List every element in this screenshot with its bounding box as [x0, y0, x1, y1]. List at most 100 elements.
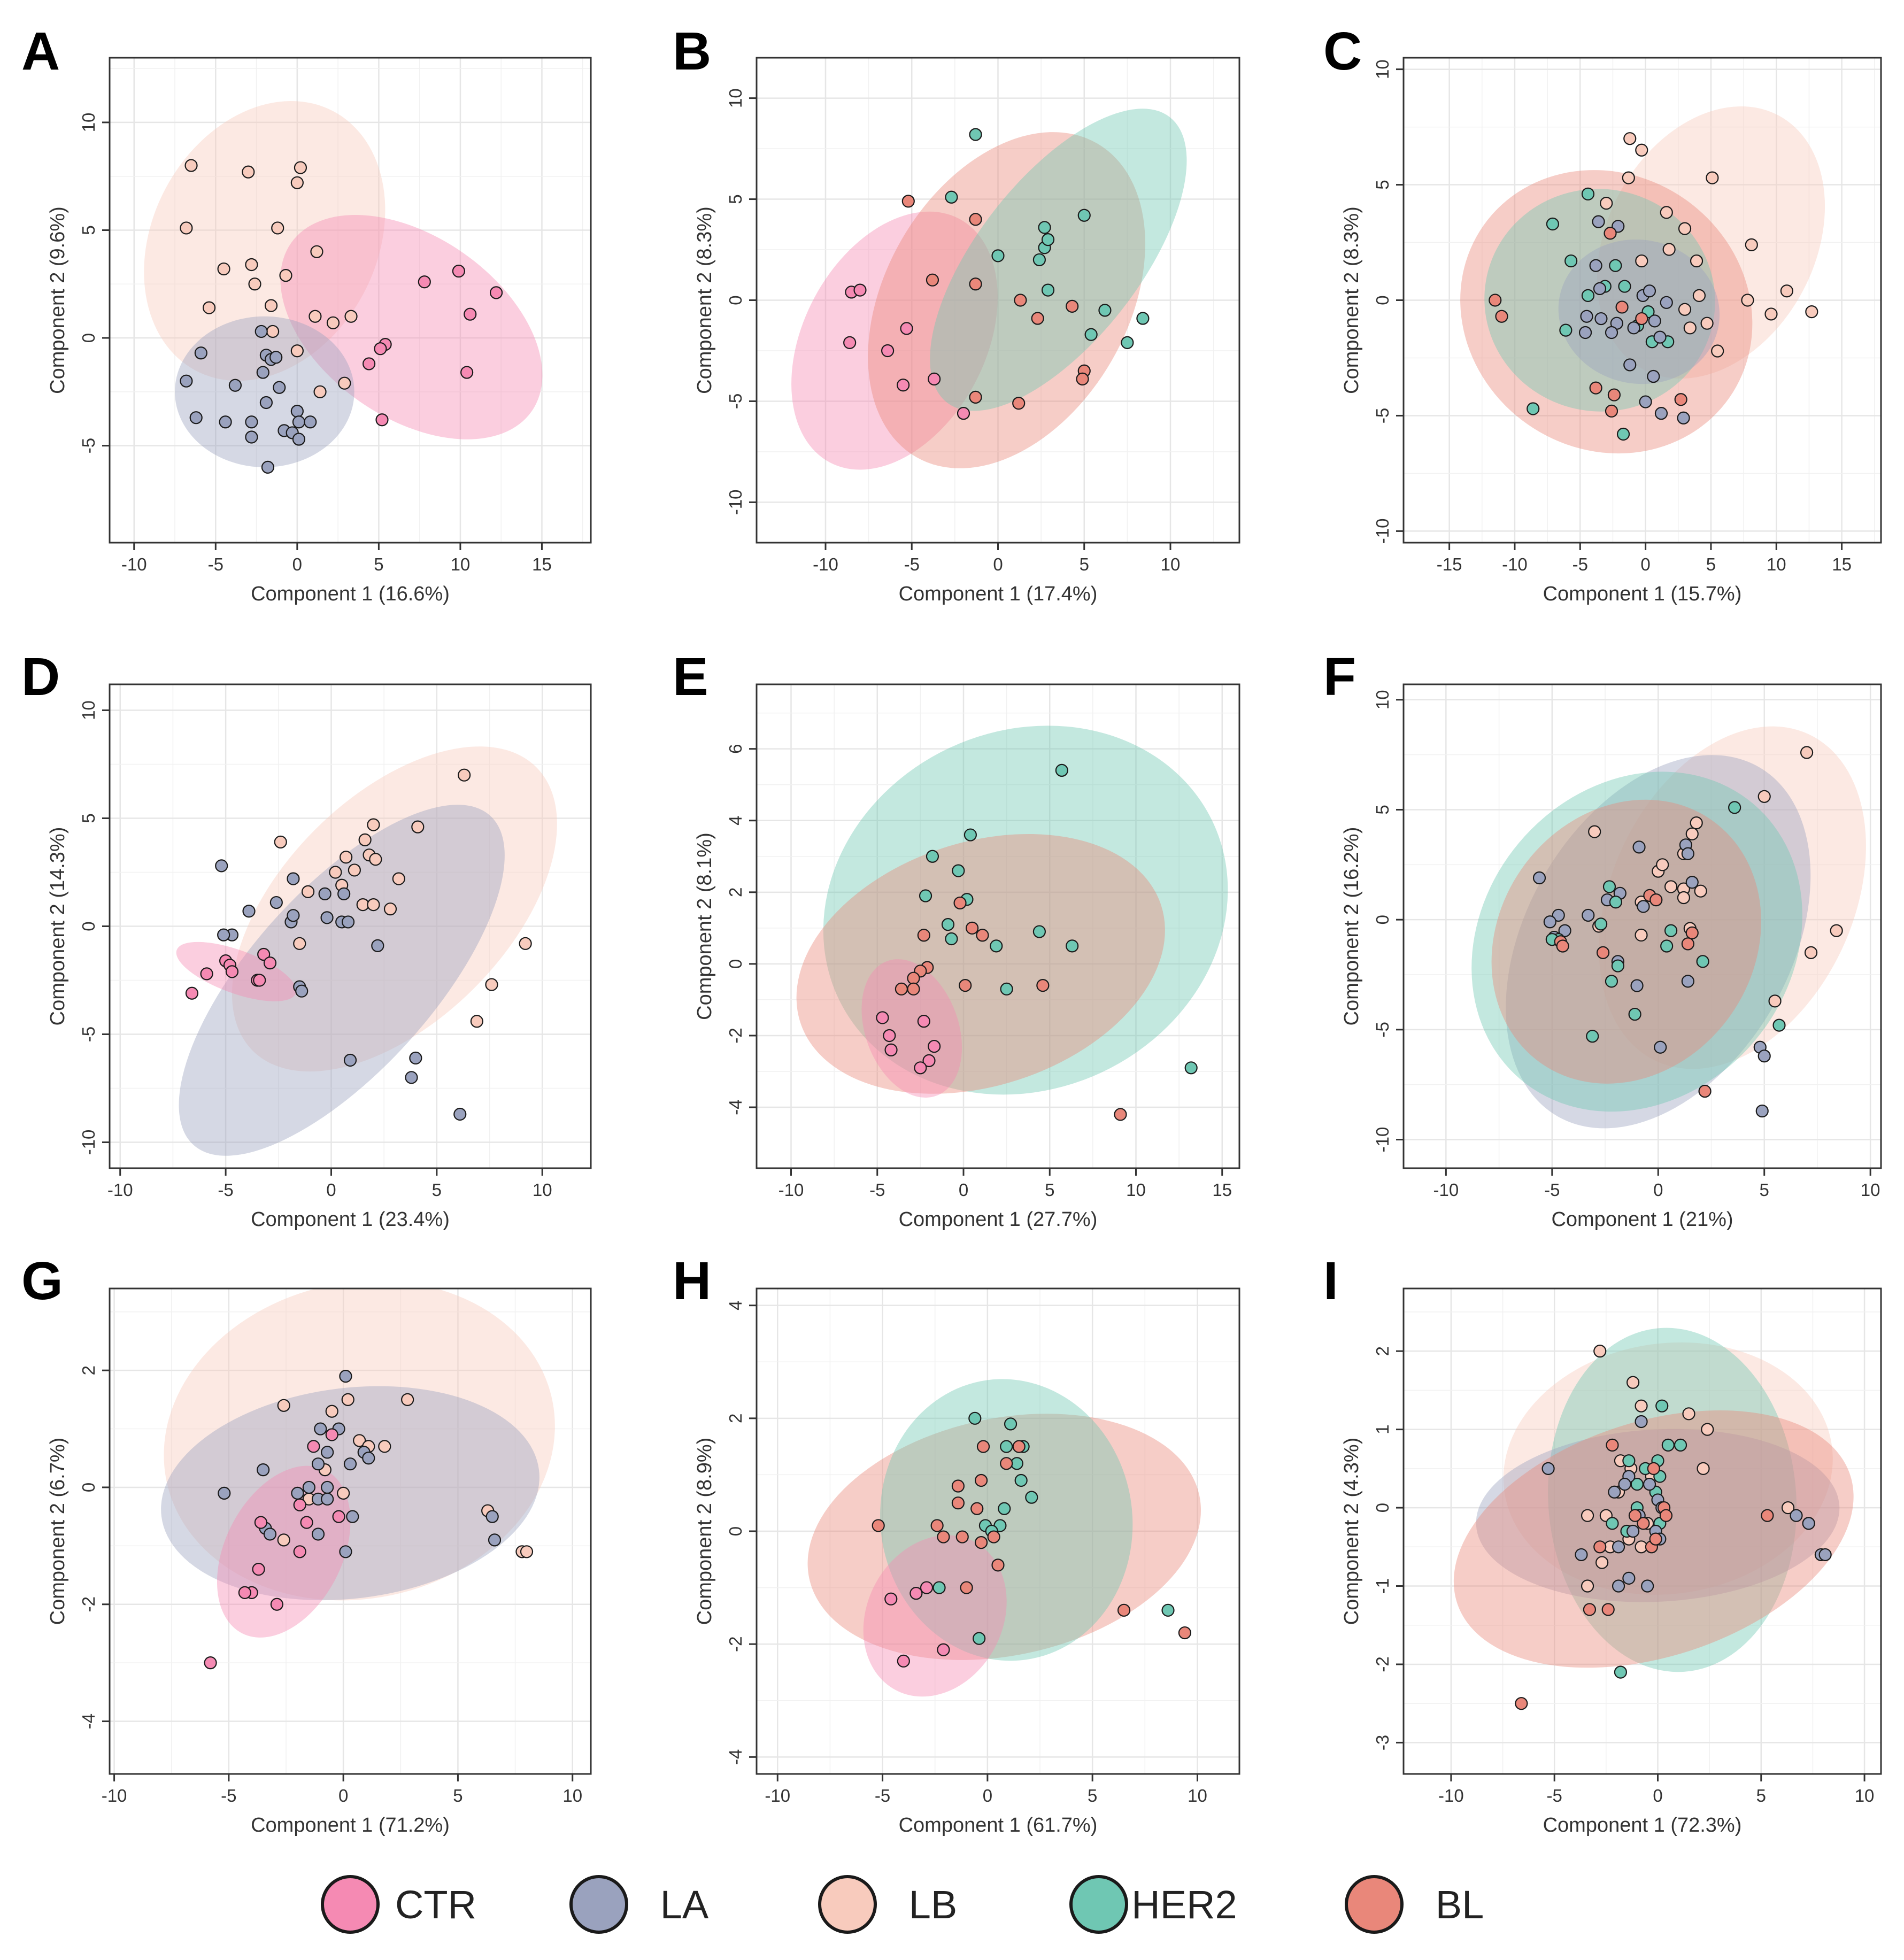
point-lb: [277, 1399, 290, 1412]
legend-label-lb: LB: [909, 1882, 958, 1927]
x-axis-label: Component 1 (61.7%): [899, 1814, 1098, 1836]
point-ctr: [374, 342, 387, 356]
y-tick-label: 0: [1373, 1503, 1392, 1513]
point-lb: [1581, 1509, 1594, 1522]
point-her2: [1025, 1491, 1038, 1504]
point-la: [1612, 1540, 1625, 1554]
legend-swatch-ctr: [321, 1875, 380, 1934]
point-lb: [1635, 1399, 1648, 1413]
point-ctr: [204, 1656, 217, 1670]
y-tick-label: -10: [1373, 519, 1392, 544]
point-bl: [951, 1479, 965, 1493]
point-la: [409, 1051, 422, 1065]
y-tick-label: 2: [726, 888, 745, 897]
point-bl: [1601, 1603, 1615, 1616]
point-bl: [1604, 227, 1617, 240]
point-her2: [1527, 402, 1540, 415]
point-ctr: [325, 1428, 338, 1441]
point-her2: [1581, 187, 1595, 200]
point-la: [242, 905, 256, 918]
point-la: [1612, 1579, 1625, 1593]
point-la: [1575, 1548, 1588, 1562]
point-her2: [1594, 917, 1608, 931]
points: [180, 159, 503, 474]
point-lb: [1694, 884, 1707, 898]
point-la: [371, 939, 384, 952]
point-ctr: [897, 379, 910, 392]
point-bl: [969, 277, 982, 291]
x-tick-label: -10: [107, 1180, 133, 1200]
legend-label-la: LA: [660, 1882, 709, 1927]
point-her2: [1000, 1440, 1013, 1453]
point-lb: [1741, 294, 1754, 307]
grid: [110, 58, 591, 543]
point-her2: [1546, 217, 1560, 231]
point-la: [257, 1463, 270, 1477]
point-ctr: [270, 1598, 283, 1611]
x-tick-label: 10: [1855, 1786, 1875, 1805]
point-la: [245, 415, 258, 429]
point-la: [1677, 411, 1690, 425]
point-lb: [338, 376, 351, 390]
point-bl: [1605, 404, 1618, 418]
point-ctr: [464, 307, 477, 321]
point-her2: [1614, 1665, 1628, 1679]
ellipses: [796, 726, 1228, 1098]
legend-item-her2: HER2: [1069, 1875, 1237, 1934]
point-la: [287, 872, 300, 885]
point-la: [339, 1369, 352, 1383]
point-ctr: [300, 1516, 313, 1529]
point-lb: [1581, 1579, 1594, 1593]
point-la: [1648, 314, 1661, 328]
point-lb: [279, 269, 292, 282]
point-la: [1532, 871, 1546, 885]
point-bl: [1674, 393, 1687, 406]
point-her2: [1611, 959, 1624, 973]
point-la: [1608, 1485, 1621, 1499]
y-tick-label: 4: [726, 816, 745, 825]
ellipse-la: [1558, 240, 1720, 384]
point-her2: [1664, 924, 1678, 937]
point-lb: [1682, 1407, 1695, 1421]
y-tick-label: 10: [79, 113, 98, 133]
y-tick-label: -2: [79, 1596, 98, 1612]
y-tick-label: -10: [1373, 1127, 1392, 1153]
point-lb: [337, 1486, 350, 1500]
y-tick-label: 10: [1373, 690, 1392, 709]
point-bl: [907, 982, 920, 996]
ellipse-la: [161, 1386, 539, 1601]
point-lb: [1635, 928, 1648, 942]
point-her2: [973, 1632, 986, 1645]
y-axis-label: Component 2 (8.3%): [693, 206, 716, 394]
points: [1515, 1345, 1832, 1710]
point-la: [1552, 908, 1565, 922]
point-ctr: [263, 956, 277, 970]
point-ctr: [900, 322, 913, 335]
panel-label-D: D: [21, 647, 60, 707]
point-bl: [974, 1536, 988, 1549]
point-ctr: [897, 1654, 910, 1668]
point-bl: [1515, 1697, 1528, 1710]
point-lb: [1588, 825, 1601, 838]
x-tick-label: 10: [1861, 1180, 1880, 1200]
point-ctr: [928, 372, 941, 385]
point-bl: [1036, 979, 1050, 992]
point-la: [1589, 259, 1602, 272]
point-her2: [1066, 939, 1079, 953]
x-axis-label: Component 1 (15.7%): [1543, 583, 1742, 605]
point-her2: [1184, 1061, 1198, 1075]
points: [1532, 746, 1843, 1118]
y-tick-label: 0: [726, 1526, 745, 1536]
y-tick-label: -5: [1373, 408, 1392, 423]
ellipse-her2: [1471, 771, 1802, 1112]
point-ctr: [362, 357, 376, 371]
point-ctr: [418, 275, 431, 289]
point-ctr: [914, 1061, 927, 1075]
x-tick-label: -10: [102, 1786, 127, 1805]
point-lb: [1697, 1462, 1710, 1475]
point-bl: [1000, 1457, 1013, 1470]
x-axis-label: Component 1 (71.2%): [251, 1814, 450, 1836]
x-tick-label: 5: [1760, 1180, 1769, 1200]
x-tick-label: -10: [813, 554, 838, 574]
grid: [757, 58, 1239, 543]
